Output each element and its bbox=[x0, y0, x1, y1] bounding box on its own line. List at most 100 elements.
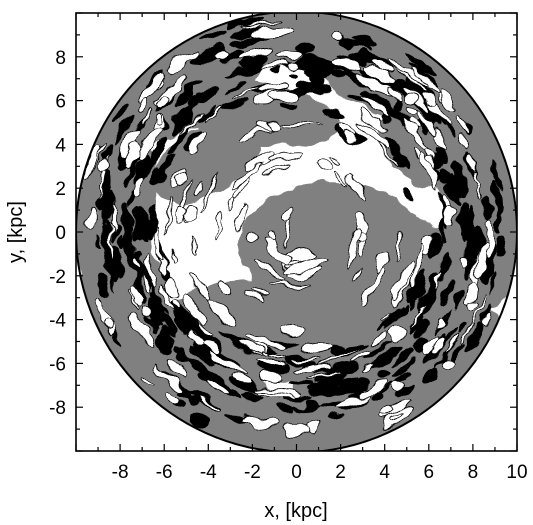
black-contour-blob bbox=[133, 152, 151, 185]
black-contour-blob bbox=[329, 71, 347, 81]
white-contour-island bbox=[407, 107, 417, 117]
white-contour-island bbox=[140, 108, 151, 122]
x-tick-label: 6 bbox=[424, 462, 435, 483]
black-contour-blob bbox=[361, 340, 394, 363]
white-contour-island bbox=[405, 92, 419, 105]
black-contour-blob bbox=[102, 237, 112, 273]
black-contour-blob bbox=[393, 98, 405, 110]
white-contour-island bbox=[135, 97, 149, 112]
black-contour-blob bbox=[452, 162, 469, 197]
black-contour-blob bbox=[302, 399, 317, 410]
black-contour-blob bbox=[115, 114, 135, 145]
white-contour-island bbox=[475, 244, 489, 281]
white-contour-island bbox=[205, 381, 231, 397]
white-contour-island bbox=[217, 281, 233, 298]
black-contour-blob bbox=[437, 168, 448, 184]
black-contour-blob bbox=[313, 363, 350, 374]
black-contour-blob bbox=[124, 226, 135, 262]
white-contour-island bbox=[443, 204, 455, 227]
black-contour-blob bbox=[132, 209, 142, 243]
y-tick-label: -8 bbox=[49, 398, 66, 419]
white-contour-island bbox=[267, 231, 275, 243]
black-contour-blob bbox=[427, 107, 444, 125]
black-contour-blob bbox=[489, 270, 498, 297]
white-contour-island bbox=[435, 269, 444, 291]
white-contour-island bbox=[188, 132, 208, 154]
white-contour-island bbox=[305, 371, 341, 380]
white-contour-island bbox=[236, 47, 276, 60]
white-contour-island bbox=[268, 119, 283, 130]
white-contour-island bbox=[141, 276, 151, 296]
white-contour-island bbox=[173, 299, 182, 309]
white-contour-island bbox=[457, 115, 471, 134]
white-contour-island bbox=[174, 173, 186, 185]
x-tick-label: 2 bbox=[335, 462, 346, 483]
y-tick-label: 2 bbox=[55, 179, 66, 200]
x-tick-label: -6 bbox=[156, 462, 173, 483]
white-contour-island bbox=[109, 222, 114, 262]
black-contour-blob bbox=[464, 323, 484, 353]
black-contour-blob bbox=[171, 300, 198, 333]
black-contour-blob bbox=[96, 234, 101, 250]
black-contour-blob bbox=[130, 198, 135, 209]
white-contour-island bbox=[137, 74, 166, 103]
black-contour-blob bbox=[132, 272, 145, 303]
black-contour-blob bbox=[417, 121, 429, 135]
black-contour-blob bbox=[168, 126, 191, 155]
white-contour-island bbox=[195, 181, 204, 195]
black-contour-blob bbox=[378, 383, 394, 393]
white-contour-island bbox=[482, 312, 492, 328]
black-contour-blob bbox=[459, 223, 469, 237]
white-contour-island bbox=[357, 109, 388, 132]
black-contour-blob bbox=[443, 274, 454, 300]
white-contour-island bbox=[271, 281, 310, 288]
black-contour-blob bbox=[402, 184, 412, 199]
white-contour-island bbox=[294, 364, 331, 372]
white-contour-island bbox=[200, 171, 221, 213]
white-contour-island bbox=[332, 28, 346, 40]
white-contour-island bbox=[281, 424, 311, 437]
black-contour-blob bbox=[280, 104, 295, 111]
black-contour-blob bbox=[295, 81, 326, 95]
black-contour-blob bbox=[219, 97, 247, 112]
white-contour-island bbox=[167, 50, 199, 73]
black-contour-blob bbox=[307, 64, 327, 77]
white-contour-island bbox=[380, 311, 391, 322]
black-contour-blob bbox=[276, 363, 292, 375]
y-tick-label: 4 bbox=[55, 135, 66, 156]
black-contour-blob bbox=[95, 272, 109, 299]
white-contour-island bbox=[230, 162, 262, 191]
black-contour-blob bbox=[147, 203, 158, 241]
white-contour-island bbox=[154, 228, 162, 257]
black-contour-blob bbox=[224, 81, 248, 92]
white-contour-island bbox=[486, 221, 496, 256]
white-contour-island bbox=[155, 113, 165, 123]
white-contour-island bbox=[201, 341, 220, 356]
black-contour-blob bbox=[316, 401, 346, 409]
white-contour-island bbox=[260, 61, 289, 69]
white-contour-island bbox=[175, 203, 186, 224]
black-contour-blob bbox=[325, 412, 346, 419]
black-contour-blob bbox=[387, 308, 403, 325]
white-contour-island bbox=[438, 89, 458, 111]
white-contour-island bbox=[133, 178, 143, 196]
black-contour-blob bbox=[369, 344, 403, 370]
black-contour-blob bbox=[123, 206, 131, 219]
white-contour-island bbox=[394, 230, 402, 261]
white-contour-island bbox=[360, 268, 388, 306]
white-contour-island bbox=[98, 159, 110, 174]
white-contour-island bbox=[344, 130, 355, 141]
white-contour-island bbox=[358, 123, 390, 149]
x-axis-title: x, [kpc] bbox=[264, 500, 327, 522]
black-contour-blob bbox=[491, 181, 502, 217]
white-contour-island bbox=[160, 286, 175, 312]
white-contour-island bbox=[130, 284, 143, 306]
white-contour-island bbox=[103, 318, 113, 329]
black-contour-blob bbox=[392, 358, 418, 379]
black-contour-blob bbox=[320, 109, 345, 120]
white-contour-island bbox=[179, 112, 205, 137]
white-contour-island bbox=[140, 304, 151, 317]
black-contour-blob bbox=[468, 259, 475, 279]
black-contour-blob bbox=[175, 88, 196, 106]
black-contour-blob bbox=[320, 374, 346, 384]
